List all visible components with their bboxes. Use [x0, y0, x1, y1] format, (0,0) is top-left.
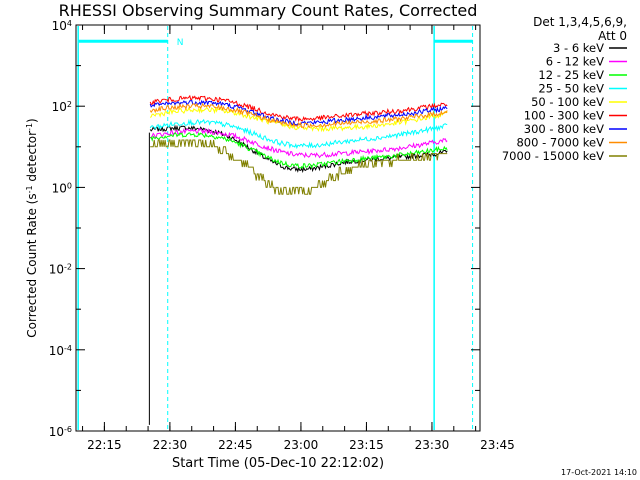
x-tick-label: 23:30 [415, 438, 450, 452]
legend-label: 300 - 800 keV [524, 122, 604, 136]
y-axis-label-sup2: -1 [25, 123, 34, 131]
y-tick-label: 100 [52, 181, 72, 196]
plot-area: N [77, 26, 474, 430]
x-tick-label: 23:15 [349, 438, 384, 452]
legend-label: 100 - 300 keV [524, 109, 604, 123]
x-tick-label: 23:45 [480, 438, 515, 452]
y-axis-label: Corrected Count Rate (s-1 detector-1) [25, 118, 40, 337]
y-axis-label-sup1: -1 [25, 185, 34, 193]
x-tick-label: 23:00 [284, 438, 319, 452]
x-axis-label: Start Time (05-Dec-10 22:12:02) [172, 456, 384, 471]
legend-label: 12 - 25 keV [538, 68, 604, 82]
legend-label: 3 - 6 keV [553, 41, 604, 55]
legend-label: 25 - 50 keV [538, 82, 604, 96]
x-tick-label: 22:45 [218, 438, 253, 452]
y-axis-label-main: Corrected Count Rate (s [25, 193, 39, 337]
y-axis-label-end: ) [25, 118, 39, 123]
legend-label: 800 - 7000 keV [516, 136, 604, 150]
y-axis-label-mid: detector [25, 131, 39, 186]
x-tick-label: 22:30 [153, 438, 188, 452]
legend-label: 6 - 12 keV [546, 55, 604, 69]
series-line [149, 102, 448, 129]
legend-label: 50 - 100 keV [531, 95, 604, 109]
x-axis: 22:15 22:30 22:45 23:00 23:15 23:30 23:45 [82, 25, 515, 452]
series-line [150, 139, 448, 195]
y-tick-label: 102 [52, 100, 72, 115]
night-interval-label: N [177, 38, 184, 48]
x-tick-label: 22:15 [87, 438, 122, 452]
legend-header-line1: Det 1,3,4,5,6,9, [533, 15, 627, 29]
plot-frame [75, 24, 481, 432]
legend-label: 7000 - 15000 keV [502, 149, 604, 163]
series-line [150, 132, 448, 170]
series-line [149, 127, 448, 159]
y-tick-label: 10-4 [49, 343, 72, 358]
series-line [149, 118, 448, 150]
y-tick-label: 104 [52, 19, 72, 34]
timestamp: 17-Oct-2021 14:10 [561, 468, 637, 477]
chart-title: RHESSI Observing Summary Count Rates, Co… [59, 1, 478, 20]
series-line [149, 94, 448, 123]
y-tick-label: 10-2 [49, 262, 72, 277]
y-tick-label: 10-6 [49, 425, 72, 440]
legend-header-line2: Att 0 [598, 29, 627, 43]
y-axis: 10-6 10-4 10-2 100 102 104 [49, 19, 480, 440]
